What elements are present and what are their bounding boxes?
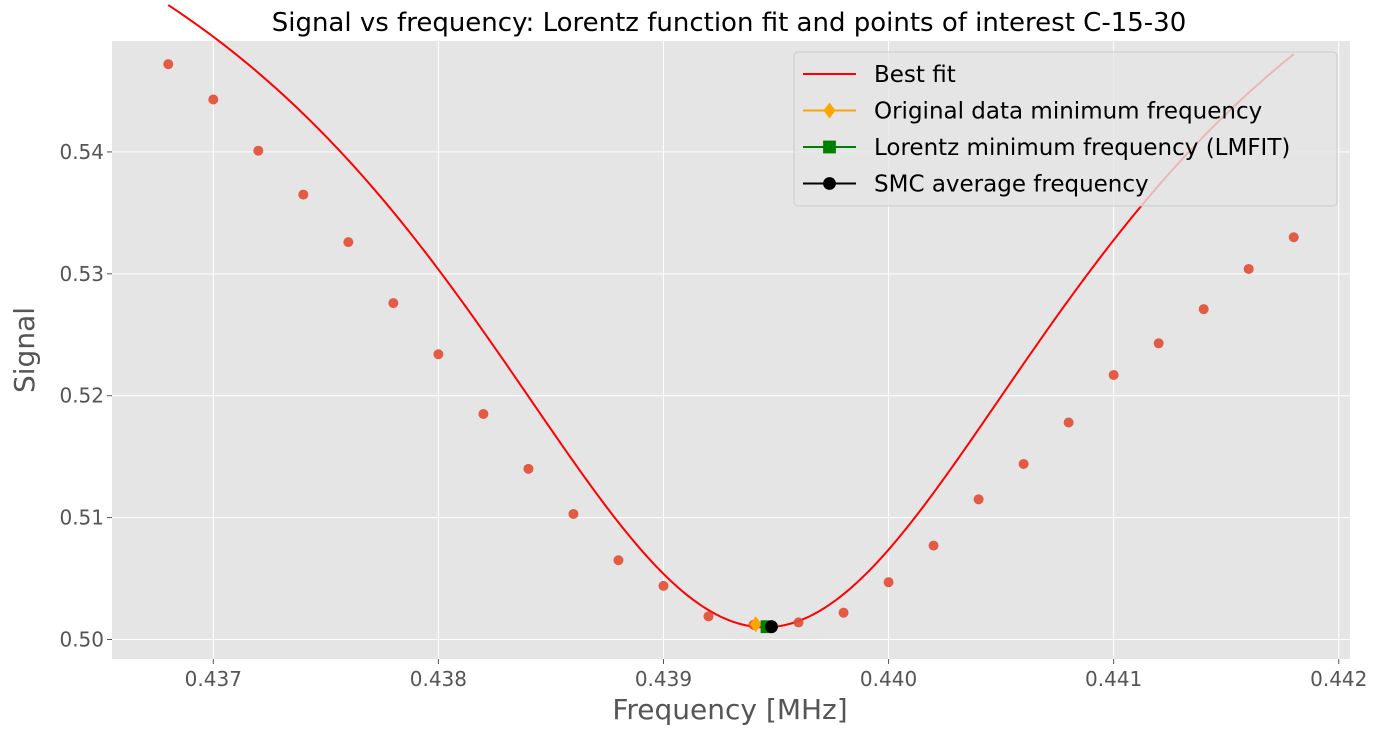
data-point	[1288, 232, 1299, 243]
y-tick-label: 0.53	[59, 262, 104, 286]
y-tick-label: 0.50	[59, 627, 104, 651]
data-point	[388, 298, 399, 309]
y-axis: 0.50 0.51 0.52 0.53 0.54	[59, 140, 112, 651]
data-point	[1198, 304, 1209, 315]
x-tick-label: 0.437	[185, 667, 242, 691]
legend-smc-average-marker	[823, 177, 836, 190]
data-point	[928, 540, 939, 551]
data-point	[703, 611, 714, 622]
legend-box	[793, 51, 1338, 207]
x-axis-label: Frequency [MHz]	[612, 693, 847, 726]
y-tick-label: 0.54	[59, 140, 104, 164]
data-point	[433, 349, 444, 360]
data-points	[163, 59, 1299, 630]
data-point	[1153, 338, 1164, 349]
y-tick-label: 0.51	[59, 506, 104, 530]
legend-lorentz-min-marker	[823, 140, 836, 154]
x-axis: 0.437 0.438 0.439 0.440 0.441 0.442	[185, 659, 1367, 691]
y-tick-label: 0.52	[59, 384, 104, 408]
legend-best-fit-label: Best fit	[874, 62, 956, 88]
legend-original-min-marker	[823, 102, 836, 119]
legend-original-min-label: Original data minimum frequency	[874, 99, 1262, 125]
x-tick-label: 0.439	[635, 667, 692, 691]
legend-smc-average-label: SMC average frequency	[874, 172, 1149, 198]
smc-average-marker	[765, 620, 778, 634]
data-point	[1243, 263, 1254, 274]
data-point	[658, 580, 669, 591]
original-min-marker	[749, 616, 762, 633]
data-point	[793, 617, 804, 628]
data-point	[973, 494, 984, 505]
x-tick-label: 0.438	[410, 667, 467, 691]
data-point	[343, 237, 354, 248]
data-point	[1018, 458, 1029, 469]
data-point	[163, 59, 174, 70]
data-point	[613, 555, 624, 566]
chart-title: Signal vs frequency: Lorentz function fi…	[272, 8, 1187, 38]
best-fit-line	[167, 4, 1295, 629]
x-tick-label: 0.442	[1310, 667, 1367, 691]
markers	[749, 616, 778, 634]
legend-lorentz-min-label: Lorentz minimum frequency (LMFIT)	[874, 135, 1290, 161]
data-point	[298, 189, 309, 200]
x-tick-label: 0.440	[860, 667, 917, 691]
data-point	[478, 408, 489, 419]
data-point	[883, 577, 894, 588]
data-point	[838, 607, 849, 618]
data-point	[1063, 417, 1074, 428]
data-point	[1108, 369, 1119, 380]
data-point	[523, 463, 534, 474]
data-point	[253, 145, 264, 156]
x-tick-label: 0.441	[1085, 667, 1142, 691]
legend: Best fit Original data minimum frequency L…	[793, 51, 1338, 207]
data-point	[208, 94, 219, 105]
data-point	[568, 508, 579, 519]
y-axis-label: Signal	[8, 307, 41, 393]
